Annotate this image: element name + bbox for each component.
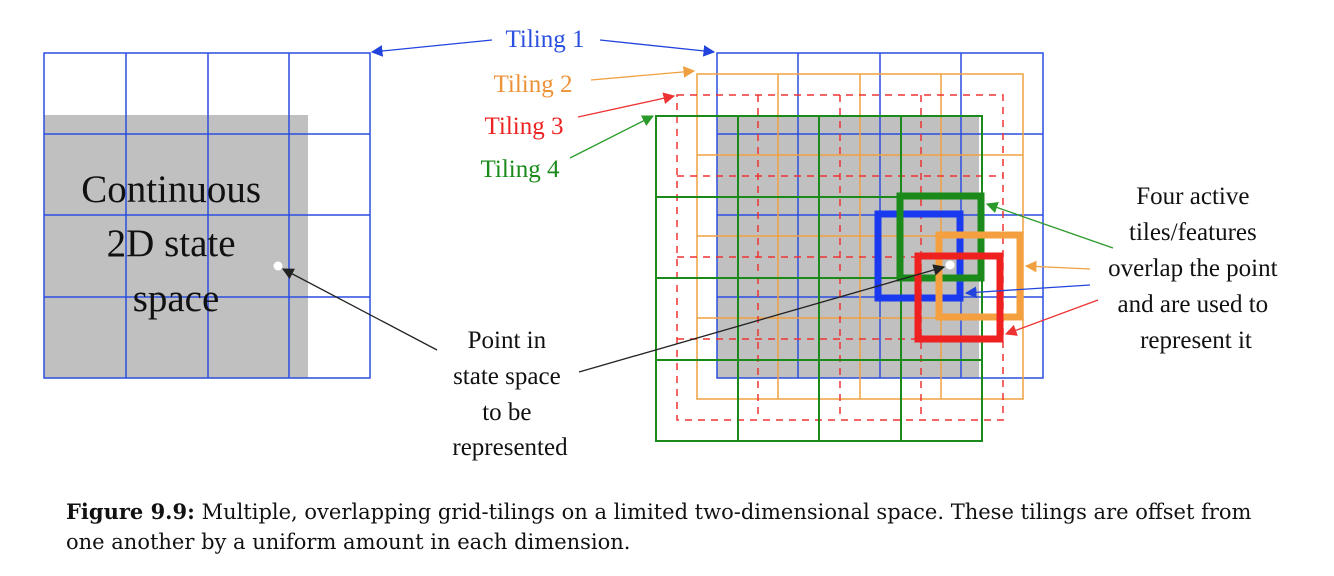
tiling-2-label: Tiling 2 [494,71,573,98]
tiling-1-label: Tiling 1 [506,26,585,53]
active-tiles-label: Four active tiles/features overlap the p… [1108,183,1284,354]
figure-caption: Figure 9.9: Multiple, overlapping grid-t… [66,497,1296,557]
tiling-labels: Tiling 1 Tiling 2 Tiling 3 Tiling 4 [372,26,714,183]
active-arrow-blue [966,285,1090,293]
active-tiles-annotation: Four active tiles/features overlap the p… [966,183,1284,354]
right-panel [656,53,1043,441]
state-point-left [274,262,283,271]
point-label: Point in state space to be represented [452,327,568,461]
state-point-right [946,261,955,270]
tiling-1-arrow-left [372,40,492,52]
active-arrow-orange [1026,266,1090,269]
tiling-4-arrow [570,116,653,158]
tiling-4-label: Tiling 4 [481,156,560,183]
figure-number: Figure 9.9: [66,499,195,524]
tiling-3-arrow [578,96,674,117]
caption-text: Multiple, overlapping grid-tilings on a … [66,500,1251,554]
active-arrow-green [987,204,1113,248]
tiling-2-arrow [591,71,694,80]
tiling-1-arrow-right [600,40,714,52]
tiling-3-label: Tiling 3 [485,113,564,140]
left-panel: Continuous 2D state space [44,53,370,378]
